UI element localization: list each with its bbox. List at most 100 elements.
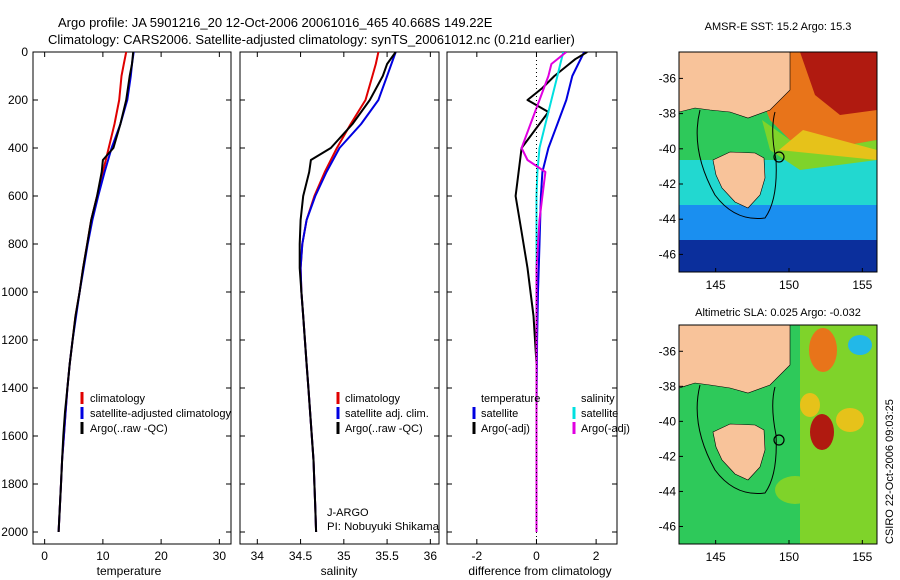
sst-tasmania [712,151,766,209]
y-tick-label: 1200 [1,333,28,347]
legend-label-temp-satellite: satellite [481,408,518,420]
x-tick-label: 34.5 [289,549,313,563]
sst-argo-marker [773,151,785,163]
float-note-line-1: J-ARGO [327,507,369,519]
salinity-series [298,52,397,533]
legend-label-temp-argo: Argo(-adj) [481,423,530,435]
y-tick-label: 200 [8,93,28,107]
sla-mainland [679,325,791,394]
temperature-legend: climatology satellite-adjusted climatolo… [80,392,231,435]
legend-label-sal-satellite: satellite [581,408,618,420]
map-y-tick-label: -46 [659,519,677,533]
legend-label-sal-argo: Argo(-adj) [581,423,630,435]
y-tick-label: 1800 [1,477,28,491]
salinity-legend: climatology satellite adj. clim. Argo(..… [336,392,429,435]
y-tick-label: 2000 [1,525,28,539]
legend-label-satellite: satellite adj. clim. [345,408,429,420]
legend-header-salinity: salinity [581,393,615,405]
x-tick-label: 20 [154,549,168,563]
x-tick-label: -2 [471,549,482,563]
temperature-series [57,52,135,533]
map-y-tick-label: -36 [659,344,677,358]
sst-band-darkblue [679,240,877,272]
map-y-tick-label: -38 [659,379,677,393]
sst-map-title: AMSR-E SST: 15.2 Argo: 15.3 [705,21,852,33]
sst-yellow-area [779,130,877,160]
map-y-tick-label: -44 [659,484,677,498]
sla-eddy [800,393,820,417]
sla-argo-marker [773,434,785,446]
series-line-argo-raw-qc [298,52,397,533]
legend-label-argo: Argo(..raw -QC) [345,423,423,435]
x-tick-label: 0 [533,549,540,563]
sla-eddy [809,328,837,372]
sla-map-frame [678,324,878,545]
series-line-argo-adj [520,52,567,532]
map-y-tick-label: -46 [659,247,677,261]
sst-shelf-contour [696,109,777,220]
legend-label-argo: Argo(..raw -QC) [90,423,168,435]
map-y-tick-label: -38 [659,107,677,121]
legend-label-climatology: climatology [90,393,146,405]
header-line-2: Climatology: CARS2006. Satellite-adjuste… [48,32,575,47]
y-tick-label: 800 [8,237,28,251]
legend-header-temperature: temperature [481,393,540,405]
sst-hot-area [800,52,877,115]
map-x-tick-label: 155 [852,278,872,292]
x-tick-label: 36 [424,549,438,563]
y-tick-label: 600 [8,189,28,203]
sst-mainland [679,52,791,119]
sst-mid-area [762,120,877,170]
x-tick-label: 34 [251,549,265,563]
x-tick-label: 35 [337,549,351,563]
series-line-argo-raw-qc [57,52,135,533]
difference-xlabel: difference from climatology [468,564,611,578]
x-tick-label: 2 [593,549,600,563]
y-tick-label: 1000 [1,285,28,299]
y-tick-label: 1400 [1,381,28,395]
sla-shelf-contour [696,384,777,495]
salinity-xlabel: salinity [321,564,358,578]
header-line-1: Argo profile: JA 5901216_20 12-Oct-2006 … [58,15,493,30]
legend-label-satellite: satellite-adjusted climatology [90,408,231,420]
y-tick-label: 400 [8,141,28,155]
salinity-axes: 34 34.5 35 35.5 36 [240,51,439,563]
map-x-tick-label: 145 [706,550,726,564]
x-tick-label: 0 [41,549,48,563]
sst-map [678,51,878,273]
y-tick-label: 1600 [1,429,28,443]
temperature-axes: 0 10 20 30 0 200 400 600 800 1000 1200 1400 1600 1800… [1,45,231,563]
difference-legend: temperature salinity satellite Argo(-adj… [472,393,630,435]
sla-eddy [775,476,815,504]
x-tick-label: 10 [96,549,110,563]
x-tick-label: 30 [213,549,227,563]
map-axes: 145 150 155 -36 -38 -40 -42 -44 -46 145 150 155 -36 -… [659,71,873,564]
y-tick-label: 0 [21,45,28,59]
map-x-tick-label: 150 [779,278,799,292]
temperature-xlabel: temperature [97,564,162,578]
x-tick-label: 35.5 [375,549,399,563]
map-y-tick-label: -36 [659,71,677,85]
temperature-panel [32,51,232,545]
salinity-panel [239,51,440,545]
sla-map-title: Altimetric SLA: 0.025 Argo: -0.032 [695,307,861,319]
float-note-line-2: PI: Nobuyuki Shikama [327,521,440,533]
map-x-tick-label: 155 [852,550,872,564]
legend-label-climatology: climatology [345,393,401,405]
side-timestamp: CSIRO 22-Oct-2006 09:03:25 [884,399,896,544]
map-y-tick-label: -42 [659,177,677,191]
sla-eddy [810,414,834,450]
sla-eddy [848,335,872,355]
map-y-tick-label: -44 [659,212,677,226]
map-y-tick-label: -42 [659,449,677,463]
sla-eddy [836,408,864,432]
sla-east-area [800,325,877,544]
map-x-tick-label: 150 [779,550,799,564]
sst-map-frame [678,51,878,273]
map-y-tick-label: -40 [659,142,677,156]
map-x-tick-label: 145 [706,278,726,292]
difference-axes: -2 0 2 [447,51,617,563]
sla-map [678,324,878,545]
sla-tasmania [712,423,766,481]
